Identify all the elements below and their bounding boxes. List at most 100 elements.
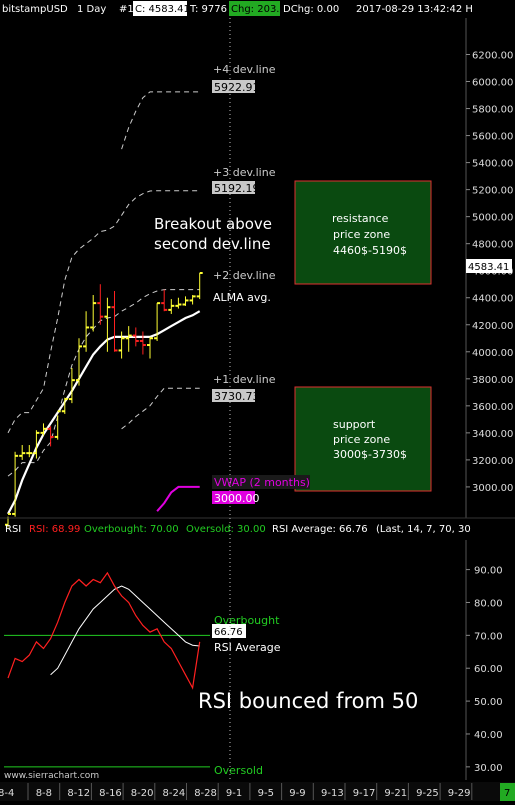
price-bars bbox=[5, 272, 203, 528]
rsi-path bbox=[7, 571, 201, 690]
rsi-tick-label: 70.00 bbox=[474, 631, 503, 642]
trades-label: T: 9776 bbox=[189, 4, 227, 15]
date-tick-label: 9-9 bbox=[289, 788, 305, 799]
price-tick-label: 3800.00 bbox=[472, 375, 513, 386]
price-tick-label: 5400.00 bbox=[472, 159, 513, 170]
price-bar bbox=[19, 445, 26, 460]
price-bar bbox=[161, 289, 168, 312]
breakout-label-1: Breakout above bbox=[154, 215, 272, 233]
rsi-name-label: RSI bbox=[5, 524, 21, 535]
date-axis-background bbox=[0, 782, 515, 801]
corner-badge[interactable] bbox=[500, 783, 515, 801]
dev-plus3-line bbox=[7, 190, 200, 434]
price-bar bbox=[76, 338, 82, 386]
symbol-label: bitstampUSD bbox=[2, 4, 68, 15]
date-tick-label: 9-17 bbox=[353, 788, 376, 799]
date-axis: 8-4 8-8 8-12 8-16 8-20 8-24 8-28 9-1 9-5 9-9 9-13 9… bbox=[0, 783, 473, 800]
price-bar bbox=[189, 295, 196, 305]
resistance-label-2: price zone bbox=[333, 228, 390, 241]
price-tick-label: 4000.00 bbox=[472, 348, 513, 359]
date-tick-label: 8-12 bbox=[67, 788, 90, 799]
vwap-value: 3000.00 bbox=[214, 492, 260, 505]
price-bar bbox=[182, 296, 189, 306]
dev3-label: +3 dev.line bbox=[213, 166, 276, 179]
price-tick-label: 5600.00 bbox=[472, 132, 513, 143]
support-label-2: price zone bbox=[333, 433, 390, 446]
price-bar bbox=[168, 299, 175, 314]
rsi-avg-annotation: RSI Average bbox=[214, 641, 281, 654]
date-tick-label: 8-20 bbox=[131, 788, 154, 799]
vwap-path bbox=[156, 485, 200, 512]
price-bar bbox=[97, 284, 104, 325]
rsi-bounce-annotation: RSI bounced from 50 bbox=[198, 689, 418, 713]
dev3-value-box bbox=[212, 181, 255, 194]
close-label: C: 4583.41 bbox=[135, 4, 190, 15]
price-bar bbox=[26, 445, 33, 458]
rsi-avg-value-box bbox=[212, 624, 246, 638]
last-price-box bbox=[466, 259, 512, 273]
rsi-average-path bbox=[50, 585, 200, 676]
date-tick-label: 9-5 bbox=[258, 788, 274, 799]
alma-line bbox=[7, 310, 201, 515]
rsi-tick-label: 60.00 bbox=[474, 664, 503, 675]
dev-plus2-line bbox=[7, 289, 200, 477]
date-tick-label: 9-13 bbox=[321, 788, 344, 799]
price-bar bbox=[125, 326, 132, 352]
dchange-label: DChg: 0.00 bbox=[283, 4, 339, 15]
datetime-label: 2017-08-29 13:42:42 H bbox=[356, 4, 473, 15]
rsi-tick-label: 40.00 bbox=[474, 730, 503, 741]
price-bar bbox=[104, 297, 111, 352]
price-bar bbox=[196, 272, 203, 300]
close-box bbox=[133, 1, 187, 16]
price-bar bbox=[40, 423, 47, 436]
rsi-tick-label: 90.00 bbox=[474, 566, 503, 577]
support-zone: support price zone 3000$-3730$ bbox=[294, 386, 432, 492]
alma-label: ALMA avg. bbox=[213, 291, 271, 304]
watermark: www.sierrachart.com bbox=[4, 771, 99, 781]
support-label-1: support bbox=[333, 418, 376, 431]
price-tick-label: 6200.00 bbox=[472, 50, 513, 61]
price-tick-label: 3600.00 bbox=[472, 402, 513, 413]
vwap-value-box bbox=[212, 491, 255, 504]
price-bar bbox=[118, 331, 125, 359]
rsi-tick-label: 80.00 bbox=[474, 598, 503, 609]
dev4-value-box bbox=[212, 80, 255, 93]
rsi-value-label: RSI: 68.99 bbox=[29, 524, 80, 535]
price-bar bbox=[147, 336, 153, 359]
price-bar bbox=[154, 302, 161, 341]
support-zone-box bbox=[294, 386, 432, 492]
deviation-lines bbox=[7, 91, 200, 477]
rsi-thresholds bbox=[4, 634, 210, 768]
price-tick-label: 5800.00 bbox=[472, 105, 513, 116]
price-bar bbox=[33, 430, 40, 459]
price-tick-label: 5000.00 bbox=[472, 213, 513, 224]
date-tick-label: 9-21 bbox=[384, 788, 407, 799]
rsi-axis: 30.00 40.00 50.00 60.00 70.00 80.00 90.00 bbox=[466, 566, 503, 774]
rsi-oversold-label: Oversold: 30.00 bbox=[186, 524, 266, 535]
rsi-params-label: (Last, 14, 7, 70, 30 bbox=[376, 524, 471, 535]
vwap-line bbox=[156, 485, 200, 512]
resistance-label-1: resistance bbox=[332, 212, 389, 225]
dev-plus1-line bbox=[121, 387, 200, 430]
price-tick-label: 4800.00 bbox=[472, 240, 513, 251]
overbought-annotation: Overbought bbox=[214, 614, 280, 627]
price-bar bbox=[47, 426, 54, 447]
chart-number-label: #1 bbox=[119, 4, 134, 15]
date-tick-label: 8-28 bbox=[194, 788, 217, 799]
price-tick-label: 3000.00 bbox=[472, 483, 513, 494]
resistance-zone: resistance price zone 4460$-5190$ bbox=[294, 180, 432, 285]
price-bar bbox=[61, 397, 68, 414]
oversold-annotation: Oversold bbox=[214, 764, 263, 777]
rsi-avg-value: 66.76 bbox=[214, 627, 243, 638]
dev1-label: +1 dev.line bbox=[213, 373, 276, 386]
vwap-label-box bbox=[212, 475, 310, 489]
rsi-tick-label: 30.00 bbox=[474, 763, 503, 774]
vwap-label: VWAP (2 months) bbox=[214, 476, 310, 489]
rsi-overbought-label: Overbought: 70.00 bbox=[84, 524, 179, 535]
dev-plus4-line bbox=[121, 91, 200, 150]
change-label: Chg: 203.42 bbox=[231, 4, 292, 15]
date-tick-label: 8-4 bbox=[0, 788, 14, 799]
rsi-tick-label: 50.00 bbox=[474, 697, 503, 708]
